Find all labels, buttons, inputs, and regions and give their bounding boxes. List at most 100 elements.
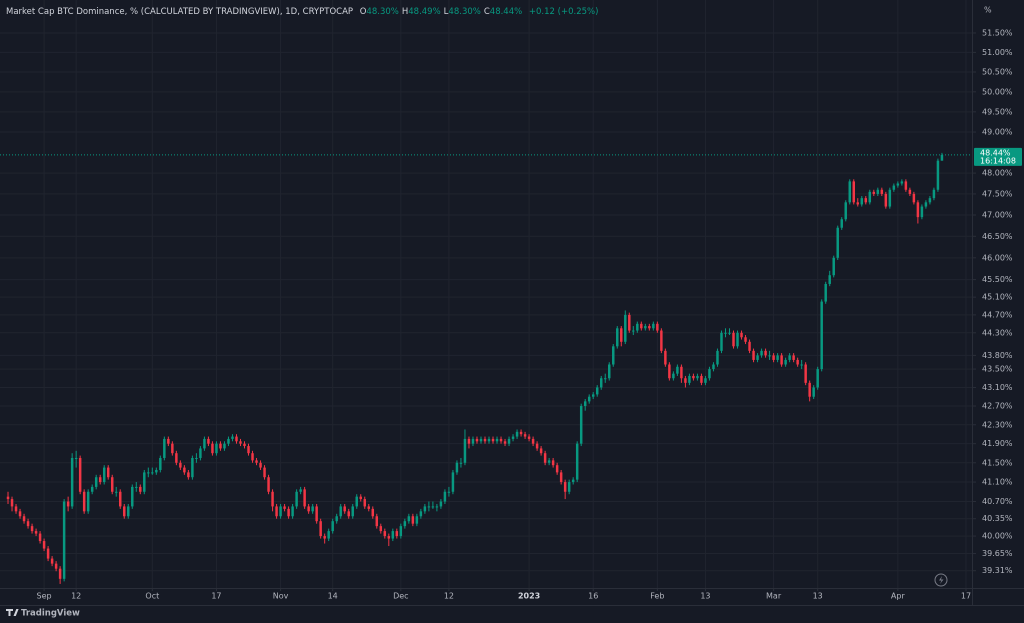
candle-body [14, 506, 18, 512]
candle-body [339, 506, 342, 517]
y-tick-label: 47.50% [982, 189, 1013, 198]
candle-body [30, 526, 34, 532]
candle-body [575, 443, 579, 480]
candle-body [688, 375, 691, 383]
candle-body [672, 373, 675, 379]
candle-body [403, 521, 407, 527]
candle-body [6, 496, 10, 500]
candle-body [920, 206, 924, 218]
candle-body [912, 193, 916, 203]
candle-body [848, 181, 851, 203]
candle-body [628, 314, 631, 331]
candle-body [38, 533, 42, 542]
candle-body [503, 441, 507, 444]
y-tick-label: 50.50% [982, 68, 1013, 77]
candle-body [491, 438, 495, 442]
candle-body [279, 506, 282, 517]
candle-body [844, 202, 847, 220]
candle-body [347, 511, 350, 517]
candle-body [195, 457, 198, 459]
candle-body [708, 369, 711, 379]
candle-body [62, 501, 66, 579]
x-tick-label: Nov [273, 592, 289, 601]
candle-body [415, 516, 419, 524]
candle-body [211, 443, 214, 454]
candle-body [199, 448, 202, 458]
candle-body [86, 491, 90, 512]
candle-body [315, 506, 318, 522]
replay-bolt [939, 576, 944, 584]
candle-body [231, 436, 234, 439]
axes: % 51.50% 51.00% 50.50% 50.00% 49.50% 49.00% 48… [0, 0, 1024, 606]
y-tick-label: 39.31% [982, 566, 1013, 575]
candle-body [612, 346, 615, 365]
y-tick-label: 42.70% [982, 402, 1013, 411]
candle-body [483, 438, 487, 442]
candle-body [295, 491, 298, 507]
candle-body [283, 506, 286, 509]
candle-body [752, 350, 755, 360]
candle-body [764, 350, 767, 356]
candle-body [70, 457, 74, 507]
candle-body [828, 275, 831, 284]
candle-body [884, 193, 888, 207]
candle-body [531, 438, 535, 444]
candle-body [656, 323, 659, 331]
candle-body [102, 467, 106, 483]
candle-body [435, 506, 439, 508]
candle-body [551, 460, 555, 466]
candle-body [343, 506, 346, 512]
candle-body [215, 443, 218, 454]
y-tick-label: 51.00% [982, 48, 1013, 57]
candle-body [179, 462, 182, 468]
y-tick-label: 46.50% [982, 232, 1013, 241]
candle-body [427, 506, 431, 508]
candle-body [243, 443, 246, 447]
y-tick-label: 49.50% [982, 107, 1013, 116]
candle-body [555, 465, 559, 473]
candle-body [896, 183, 900, 186]
candle-body [936, 160, 940, 190]
candle-body [203, 438, 206, 449]
candle-body [559, 472, 563, 483]
candle-body [82, 491, 86, 512]
candle-body [904, 181, 908, 190]
candle-body [299, 489, 302, 492]
candle-body [66, 501, 70, 507]
candle-body [187, 472, 190, 478]
candle-body [443, 491, 447, 502]
candle-body [539, 448, 543, 454]
candle-body [287, 508, 290, 517]
candle-body [892, 185, 896, 190]
candle-body [616, 328, 619, 347]
candle-body [736, 332, 739, 347]
candle-body [900, 181, 904, 184]
candle-body [624, 314, 627, 342]
candle-body [247, 446, 250, 454]
candle-body [620, 328, 623, 342]
candle-body [772, 355, 775, 360]
candle-body [431, 506, 435, 508]
candle-body [323, 536, 326, 539]
candle-body [928, 198, 932, 203]
ohlc-key: H [402, 7, 408, 17]
candle-body [399, 526, 403, 537]
candle-body [932, 189, 936, 199]
replay-button[interactable] [934, 573, 948, 587]
candle-body [371, 508, 375, 517]
candle-body [263, 467, 266, 478]
candle-body [583, 401, 587, 407]
candle-body [58, 568, 62, 579]
candle-body [571, 479, 575, 483]
y-tick-label: 43.10% [982, 383, 1013, 392]
replay-icon[interactable] [934, 573, 948, 587]
candle-body [119, 491, 122, 507]
candle-body [664, 350, 667, 365]
candle-body [151, 472, 154, 474]
candle-body [419, 511, 423, 517]
candle-body [98, 477, 102, 483]
candle-body [660, 330, 663, 351]
candle-body [840, 219, 843, 228]
candle-body [852, 181, 855, 203]
x-tick-label: 13 [813, 592, 823, 601]
